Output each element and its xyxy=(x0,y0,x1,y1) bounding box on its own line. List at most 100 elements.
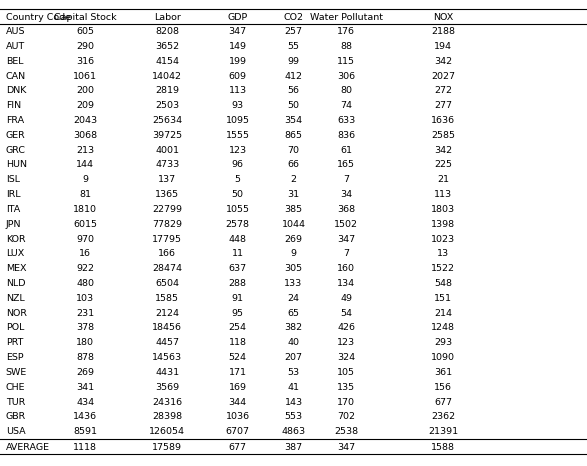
Text: 149: 149 xyxy=(229,42,247,51)
Text: 2585: 2585 xyxy=(431,131,455,140)
Text: 347: 347 xyxy=(229,27,247,36)
Text: 53: 53 xyxy=(288,368,299,377)
Text: 54: 54 xyxy=(340,308,352,318)
Text: TUR: TUR xyxy=(6,397,25,406)
Text: 156: 156 xyxy=(434,383,452,392)
Text: 99: 99 xyxy=(288,57,299,66)
Text: Country Code: Country Code xyxy=(6,13,71,22)
Text: 306: 306 xyxy=(338,71,355,81)
Text: POL: POL xyxy=(6,323,24,332)
Text: ISL: ISL xyxy=(6,175,20,184)
Text: 134: 134 xyxy=(338,279,355,288)
Text: 17795: 17795 xyxy=(152,234,183,244)
Text: 214: 214 xyxy=(434,308,452,318)
Text: 382: 382 xyxy=(285,323,302,332)
Text: 2538: 2538 xyxy=(334,427,359,436)
Text: 115: 115 xyxy=(338,57,355,66)
Text: 4001: 4001 xyxy=(156,145,179,155)
Text: 31: 31 xyxy=(288,190,299,199)
Text: GBR: GBR xyxy=(6,412,26,421)
Text: 324: 324 xyxy=(338,353,355,362)
Text: 176: 176 xyxy=(338,27,355,36)
Text: 231: 231 xyxy=(76,308,94,318)
Text: 605: 605 xyxy=(76,27,94,36)
Text: 213: 213 xyxy=(76,145,94,155)
Text: 1095: 1095 xyxy=(226,116,249,125)
Text: 2578: 2578 xyxy=(226,219,249,229)
Text: 836: 836 xyxy=(338,131,355,140)
Text: 1090: 1090 xyxy=(431,353,455,362)
Text: 2124: 2124 xyxy=(156,308,179,318)
Text: 49: 49 xyxy=(340,294,352,303)
Text: 290: 290 xyxy=(76,42,94,51)
Text: 4431: 4431 xyxy=(155,368,180,377)
Text: 2: 2 xyxy=(291,175,296,184)
Text: 61: 61 xyxy=(340,145,352,155)
Text: 6504: 6504 xyxy=(156,279,179,288)
Text: 24316: 24316 xyxy=(152,397,183,406)
Text: 95: 95 xyxy=(232,308,244,318)
Text: 2027: 2027 xyxy=(431,71,455,81)
Text: 378: 378 xyxy=(76,323,94,332)
Text: 1023: 1023 xyxy=(431,234,456,244)
Text: 74: 74 xyxy=(340,101,352,110)
Text: 480: 480 xyxy=(76,279,94,288)
Text: 135: 135 xyxy=(338,383,355,392)
Text: 1436: 1436 xyxy=(73,412,97,421)
Text: 387: 387 xyxy=(285,443,302,452)
Text: 17589: 17589 xyxy=(152,443,183,452)
Text: 342: 342 xyxy=(434,57,452,66)
Text: 200: 200 xyxy=(76,86,94,96)
Text: 171: 171 xyxy=(229,368,247,377)
Text: 1044: 1044 xyxy=(282,219,305,229)
Text: 113: 113 xyxy=(229,86,247,96)
Text: ESP: ESP xyxy=(6,353,23,362)
Text: FRA: FRA xyxy=(6,116,24,125)
Text: 34: 34 xyxy=(340,190,352,199)
Text: 2188: 2188 xyxy=(431,27,455,36)
Text: NLD: NLD xyxy=(6,279,25,288)
Text: 169: 169 xyxy=(229,383,247,392)
Text: 6015: 6015 xyxy=(73,219,97,229)
Text: 1061: 1061 xyxy=(73,71,97,81)
Text: 677: 677 xyxy=(434,397,452,406)
Text: 66: 66 xyxy=(288,160,299,170)
Text: 347: 347 xyxy=(338,234,355,244)
Text: NOX: NOX xyxy=(433,13,453,22)
Text: GER: GER xyxy=(6,131,26,140)
Text: 293: 293 xyxy=(434,338,452,347)
Text: 93: 93 xyxy=(232,101,244,110)
Text: GRC: GRC xyxy=(6,145,26,155)
Text: 21: 21 xyxy=(437,175,449,184)
Text: 77829: 77829 xyxy=(152,219,183,229)
Text: 28474: 28474 xyxy=(152,264,183,273)
Text: GDP: GDP xyxy=(228,13,248,22)
Text: 434: 434 xyxy=(76,397,94,406)
Text: 13: 13 xyxy=(437,249,449,258)
Text: 14042: 14042 xyxy=(152,71,183,81)
Text: CHE: CHE xyxy=(6,383,25,392)
Text: Water Pollutant: Water Pollutant xyxy=(310,13,383,22)
Text: 9: 9 xyxy=(291,249,296,258)
Text: 65: 65 xyxy=(288,308,299,318)
Text: Capital Stock: Capital Stock xyxy=(54,13,116,22)
Text: DNK: DNK xyxy=(6,86,26,96)
Text: 28398: 28398 xyxy=(152,412,183,421)
Text: 426: 426 xyxy=(338,323,355,332)
Text: 123: 123 xyxy=(338,338,355,347)
Text: 14563: 14563 xyxy=(152,353,183,362)
Text: 1398: 1398 xyxy=(431,219,456,229)
Text: 166: 166 xyxy=(158,249,176,258)
Text: 143: 143 xyxy=(285,397,302,406)
Text: 3569: 3569 xyxy=(155,383,180,392)
Text: 257: 257 xyxy=(285,27,302,36)
Text: 207: 207 xyxy=(285,353,302,362)
Text: 22799: 22799 xyxy=(152,205,183,214)
Text: 39725: 39725 xyxy=(152,131,183,140)
Text: 341: 341 xyxy=(76,383,94,392)
Text: 269: 269 xyxy=(76,368,94,377)
Text: 344: 344 xyxy=(229,397,247,406)
Text: 3068: 3068 xyxy=(73,131,97,140)
Text: USA: USA xyxy=(6,427,25,436)
Text: 609: 609 xyxy=(229,71,247,81)
